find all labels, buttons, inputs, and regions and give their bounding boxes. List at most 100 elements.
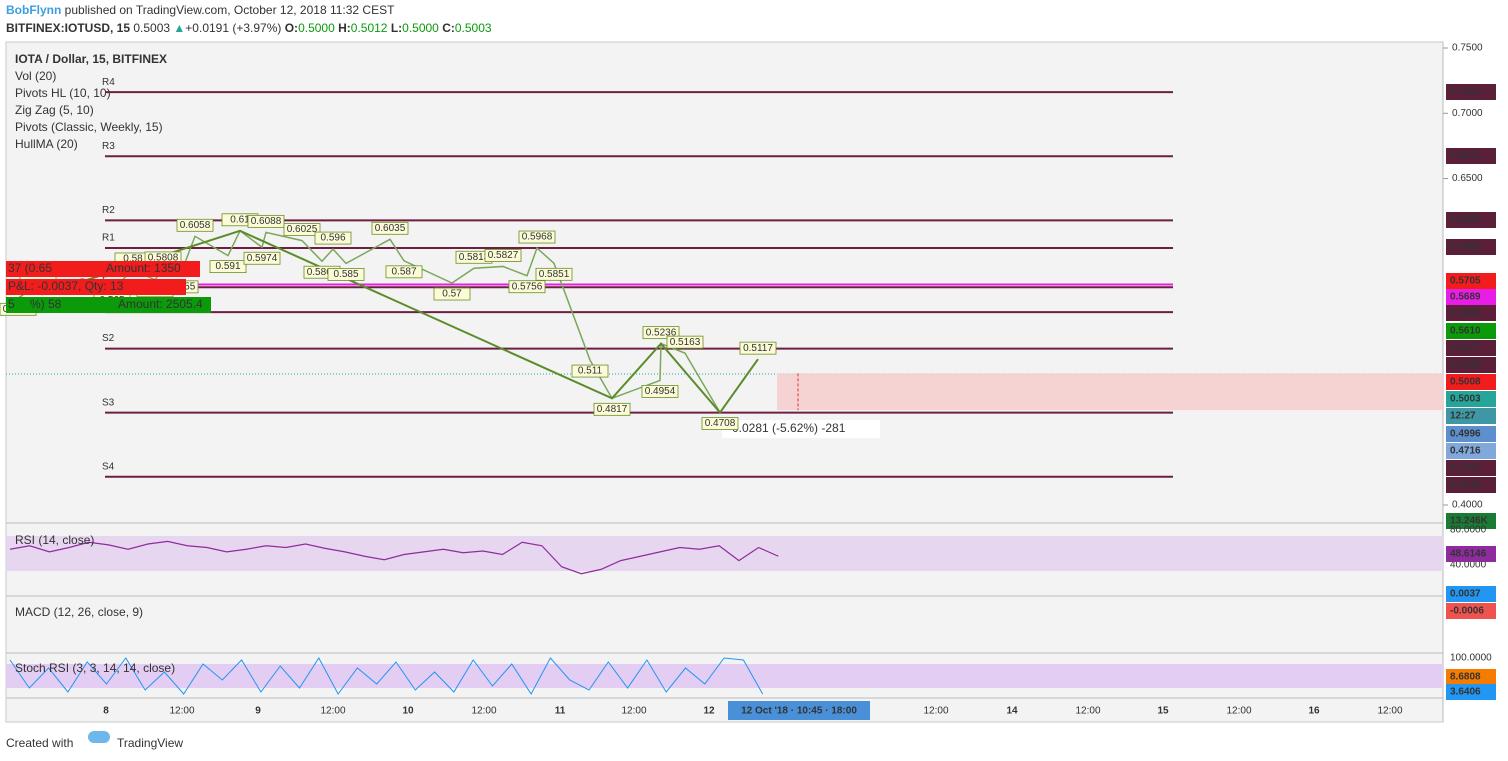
pivot-tag-bg: [1446, 239, 1496, 255]
price-tag-bg: [1446, 323, 1496, 339]
ohlc-value: 0.5003: [455, 21, 492, 35]
ohlc-label: O:: [285, 21, 298, 35]
order-bg: [6, 279, 186, 295]
hl-label-bg: [433, 287, 471, 301]
rsi-tag-bg: [1446, 546, 1496, 562]
stoch-tag: 8.6808: [1450, 672, 1481, 683]
price-tag: 0.5705: [1450, 276, 1481, 287]
pane-title: Stoch RSI (3, 3, 14, 14, close): [15, 661, 175, 675]
hl-label: 0.57: [442, 289, 462, 300]
order-text: 37 (0.65: [8, 261, 52, 275]
x-tick-label: 12:00: [1226, 706, 1251, 717]
order-text: Amount: 2505.4: [118, 297, 203, 311]
author[interactable]: BobFlynn: [6, 3, 61, 17]
hl-label: 0.591: [215, 261, 240, 272]
hl-label-bg: [247, 214, 285, 228]
published: published on TradingView.com, October 12…: [65, 3, 395, 17]
hull-tag-bg: [1446, 289, 1496, 305]
price-tag-bg: [1446, 513, 1496, 529]
pivot-tag-bg: [1446, 477, 1496, 493]
hl-label-bg: [571, 364, 609, 378]
x-tick-label: 9: [255, 706, 261, 717]
pivot-tag: 0.4707: [1450, 463, 1481, 474]
hl-label: 0.5867: [307, 267, 338, 278]
hl-label: 0.585: [333, 269, 358, 280]
hl-label: 0.5974: [247, 253, 278, 264]
hl-label: 0.61: [230, 214, 250, 225]
x-tick-label: 12:00: [1075, 706, 1100, 717]
hl-label: 0.4817: [597, 404, 628, 415]
hl-label-bg: [535, 267, 573, 281]
footer-brand[interactable]: TradingView: [117, 736, 183, 750]
hl-label: 0.58: [123, 254, 143, 265]
pivot-name: R2: [102, 205, 115, 216]
hl-label-bg: [666, 335, 704, 349]
x-tick-label: 11: [555, 706, 566, 717]
ohlc-value: 0.5000: [402, 21, 439, 35]
legend-item: HullMA (20): [15, 137, 78, 151]
stoch-tag-bg: [1446, 669, 1496, 685]
logo: [88, 731, 110, 743]
pivot-name: R4: [102, 77, 115, 88]
hl-label-bg: [518, 230, 556, 244]
price-tag: 12:27: [1450, 411, 1476, 422]
price-tag: 0.5008: [1450, 377, 1481, 388]
pivot-tag-bg: [1446, 460, 1496, 476]
pivot-name: R3: [102, 141, 115, 152]
pivot-tag: 0.5477: [1450, 343, 1481, 354]
hl-label: 0.596: [320, 233, 345, 244]
stoch-tick: 100.0000: [1450, 653, 1492, 664]
x-tick-label: 12:00: [169, 706, 194, 717]
change: +0.0191 (+3.97%): [185, 21, 281, 35]
pivot-name: S2: [102, 333, 115, 344]
hl-label: 0.5756: [512, 281, 543, 292]
symbol-line: BITFINEX:IOTUSD, 15 0.5003 ▲+0.0191 (+3.…: [6, 21, 492, 35]
crosshair-bg: [728, 701, 870, 720]
rsi-band: [6, 536, 1443, 571]
macd-tag: -0.0006: [1450, 606, 1484, 617]
order-bg: [6, 261, 200, 277]
measure-label-bg: [722, 420, 880, 439]
hl-label: 0.5163: [670, 337, 701, 348]
x-tick-label: 15: [1157, 706, 1169, 717]
zigzag: [41, 229, 759, 415]
price-tag-bg: [1446, 426, 1496, 442]
pivot-name: P: [102, 272, 109, 283]
rsi-line: [9, 540, 779, 575]
price-tag: 0.5610: [1450, 326, 1481, 337]
price-tag-bg: [1446, 443, 1496, 459]
hl-label-bg: [176, 218, 214, 232]
last-price-tag: 0.5003: [1450, 394, 1481, 405]
hl-label-bg: [327, 268, 365, 281]
hl-label: 0.5851: [539, 269, 570, 280]
rsi-tag: 48.6146: [1450, 549, 1487, 560]
order-text: Amount: 1350: [106, 261, 181, 275]
hl-label: 0.6088: [251, 216, 282, 227]
hull-tag: 0.5689: [1450, 292, 1481, 303]
hl-label-bg: [593, 402, 631, 416]
price-tag: 0.4716: [1450, 446, 1481, 457]
legend-item: IOTA / Dollar, 15, BITFINEX: [15, 52, 167, 66]
x-tick-label: 12: [703, 706, 715, 717]
crosshair-label: 12 Oct '18 · 10:45 · 18:00: [741, 706, 857, 717]
legend-item: Pivots HL (10, 10): [15, 86, 111, 100]
last: 0.5003: [133, 21, 170, 35]
legend-item: Pivots (Classic, Weekly, 15): [15, 120, 163, 134]
hl-label: 0.587: [391, 266, 416, 277]
order-text: P&L: -0.0037, Qty: 13: [8, 279, 124, 293]
hl-label-bg: [243, 251, 281, 265]
pivot-name: S3: [102, 397, 115, 408]
hl-label-bg: [314, 231, 352, 245]
x-tick-label: 10: [402, 706, 414, 717]
x-tick-label: 16: [1308, 706, 1320, 717]
pivot-tag-bg: [1446, 357, 1496, 373]
hl-label-bg: [641, 385, 679, 398]
price-tag-bg: [1446, 374, 1496, 390]
measure-label: -0.0281 (-5.62%) -281: [728, 421, 846, 435]
x-tick-label: 12:00: [621, 706, 646, 717]
pivot-tag-bg: [1446, 84, 1496, 100]
order-bg: [6, 297, 211, 313]
x-tick-label: 8: [103, 706, 109, 717]
x-tick-label: 12:00: [320, 706, 345, 717]
rsi-tick: 80.0000: [1450, 525, 1487, 536]
